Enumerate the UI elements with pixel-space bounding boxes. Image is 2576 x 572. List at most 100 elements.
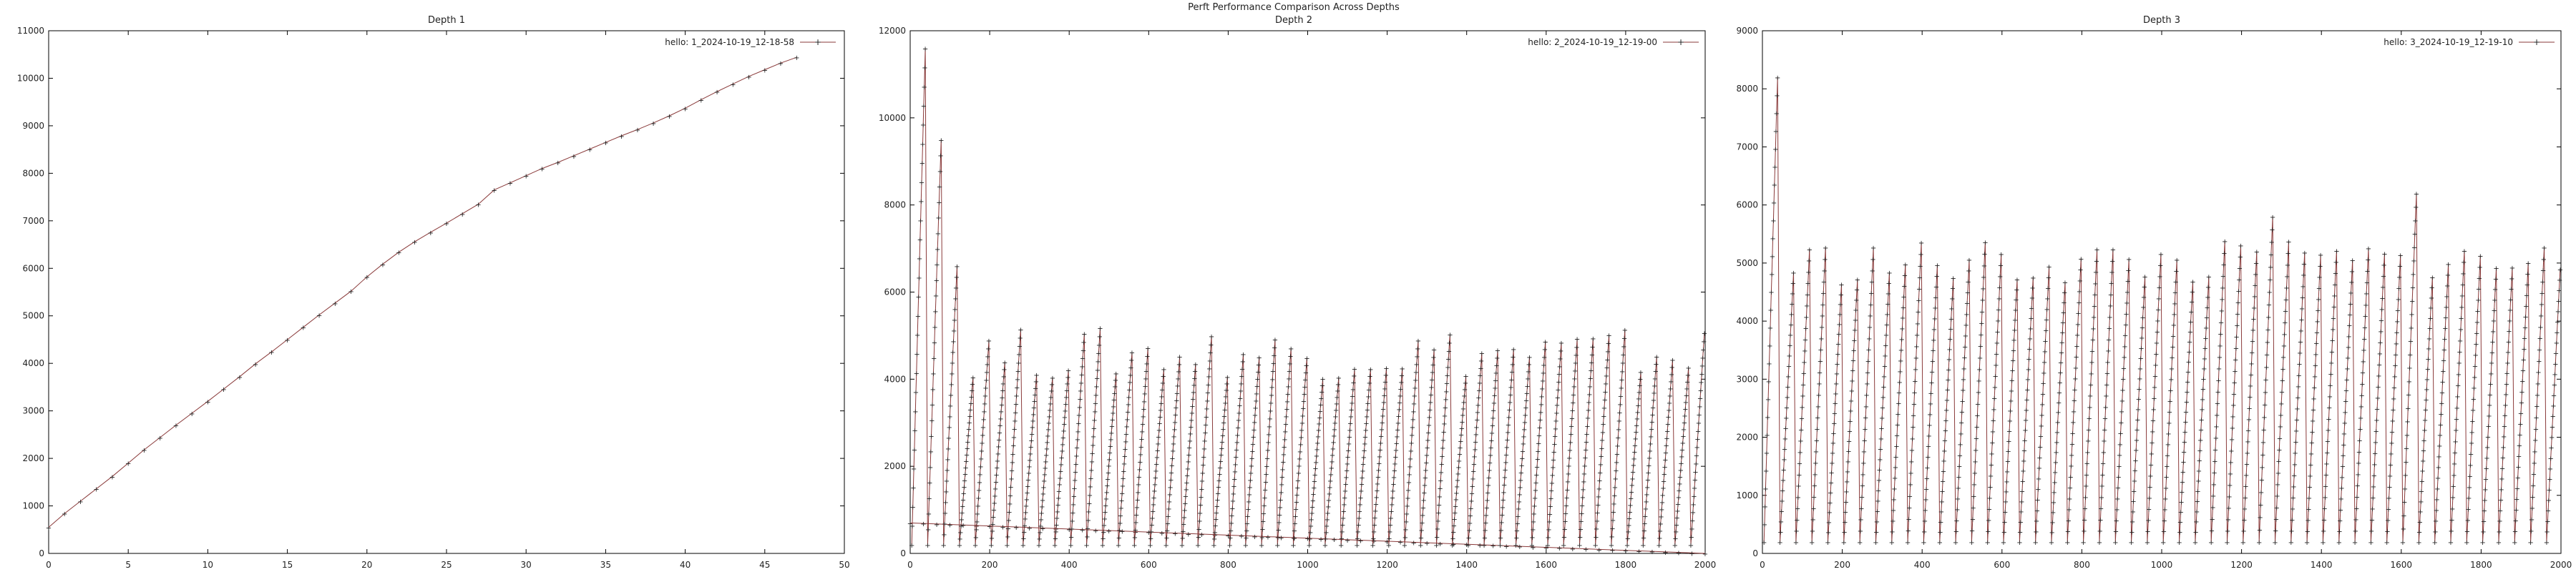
data-point: + bbox=[1285, 390, 1291, 398]
data-point: + bbox=[2036, 454, 2042, 462]
data-point: + bbox=[1425, 437, 1430, 445]
data-point: + bbox=[928, 448, 934, 456]
data-point: + bbox=[1926, 422, 1932, 430]
data-point: + bbox=[1817, 369, 1823, 377]
x-tick-label: 400 bbox=[1914, 560, 1931, 570]
data-point: + bbox=[1285, 383, 1291, 391]
data-point: + bbox=[1932, 315, 1938, 323]
data-point: + bbox=[1400, 365, 1405, 373]
data-point: + bbox=[1970, 504, 1976, 512]
data-point: + bbox=[1263, 478, 1269, 486]
data-point: + bbox=[2197, 437, 2203, 445]
data-point: + bbox=[1106, 469, 1111, 477]
data-point: + bbox=[2091, 314, 2097, 322]
x-tick-label: 30 bbox=[521, 560, 532, 570]
data-point: + bbox=[2363, 302, 2368, 310]
data-point: + bbox=[1640, 542, 1646, 550]
data-point: + bbox=[1586, 391, 1592, 399]
data-point: + bbox=[968, 400, 974, 408]
data-point: + bbox=[911, 465, 917, 473]
data-point: + bbox=[2278, 423, 2283, 431]
data-point: + bbox=[2517, 443, 2522, 450]
data-point: + bbox=[2005, 448, 2011, 456]
data-point: + bbox=[2072, 375, 2078, 383]
data-point: + bbox=[1616, 426, 1621, 434]
data-point: + bbox=[1059, 448, 1065, 455]
data-point: + bbox=[1945, 387, 1951, 395]
data-point: + bbox=[1095, 358, 1101, 366]
data-point: + bbox=[1111, 403, 1116, 411]
data-point: + bbox=[954, 263, 960, 271]
data-point: + bbox=[1367, 373, 1372, 381]
data-point: + bbox=[1441, 420, 1447, 428]
data-point: + bbox=[1762, 485, 1768, 493]
data-point: + bbox=[1978, 332, 1984, 340]
data-point: + bbox=[2413, 204, 2419, 212]
data-point: + bbox=[2451, 460, 2457, 468]
data-point: + bbox=[2441, 347, 2447, 355]
data-point: + bbox=[1953, 528, 1959, 536]
data-point: + bbox=[2233, 356, 2238, 364]
data-point: + bbox=[1382, 385, 1387, 393]
data-point: + bbox=[1643, 506, 1649, 513]
data-point: + bbox=[2467, 473, 2473, 480]
data-point: + bbox=[1101, 528, 1106, 536]
data-point: + bbox=[1006, 517, 1012, 525]
data-point: + bbox=[1563, 511, 1568, 518]
data-point: + bbox=[1979, 320, 1984, 327]
data-point: + bbox=[2157, 284, 2162, 292]
x-tick-label: 35 bbox=[600, 560, 611, 570]
data-point: + bbox=[2516, 453, 2522, 461]
data-point: + bbox=[1450, 542, 1455, 550]
data-point: + bbox=[2087, 415, 2092, 423]
data-point: + bbox=[1543, 544, 1549, 552]
data-point: + bbox=[2437, 432, 2443, 440]
data-point: + bbox=[1562, 526, 1568, 534]
data-point: + bbox=[1994, 340, 2000, 347]
data-point: + bbox=[2160, 539, 2166, 547]
data-point: + bbox=[1134, 504, 1140, 512]
data-point: + bbox=[1803, 325, 1809, 333]
data-point: + bbox=[1148, 535, 1153, 543]
data-point: + bbox=[2314, 329, 2320, 337]
data-point: + bbox=[985, 353, 990, 361]
data-point: + bbox=[2364, 279, 2370, 287]
data-point: + bbox=[1347, 427, 1352, 435]
data-point: + bbox=[919, 179, 924, 187]
data-point: + bbox=[1685, 372, 1691, 380]
data-point: + bbox=[2514, 485, 2520, 493]
data-point: + bbox=[1380, 406, 1386, 414]
data-point: + bbox=[2328, 371, 2333, 379]
data-point: + bbox=[2172, 290, 2178, 297]
data-point: + bbox=[1079, 371, 1085, 379]
data-point: + bbox=[1961, 355, 1967, 363]
data-point: + bbox=[2525, 260, 2531, 267]
data-point: + bbox=[1261, 511, 1267, 518]
data-point: + bbox=[2263, 389, 2268, 397]
data-point: + bbox=[2290, 483, 2296, 491]
data-point: + bbox=[1589, 360, 1594, 368]
data-point: + bbox=[1169, 470, 1174, 478]
data-point: + bbox=[1186, 531, 1191, 538]
data-point: + bbox=[1910, 435, 1916, 443]
data-point: + bbox=[1236, 410, 1242, 418]
data-point: + bbox=[1443, 388, 1449, 396]
data-point: + bbox=[1988, 473, 1994, 480]
data-point: + bbox=[1975, 400, 1981, 408]
data-point: + bbox=[2498, 497, 2504, 505]
data-point: + bbox=[1626, 522, 1631, 530]
data-point: + bbox=[1167, 491, 1173, 499]
data-point: + bbox=[2344, 376, 2350, 384]
data-point: + bbox=[2075, 310, 2081, 318]
data-point: + bbox=[1566, 463, 1571, 470]
data-point: + bbox=[1576, 542, 1582, 550]
data-point: + bbox=[2201, 365, 2207, 373]
data-point: + bbox=[1631, 455, 1636, 463]
data-point: + bbox=[2165, 430, 2171, 438]
data-point: + bbox=[2283, 285, 2289, 292]
data-point: + bbox=[2530, 483, 2536, 490]
data-point: + bbox=[961, 490, 967, 498]
data-point: + bbox=[2065, 528, 2071, 536]
data-point: + bbox=[1613, 475, 1619, 483]
data-point: + bbox=[2061, 300, 2067, 307]
